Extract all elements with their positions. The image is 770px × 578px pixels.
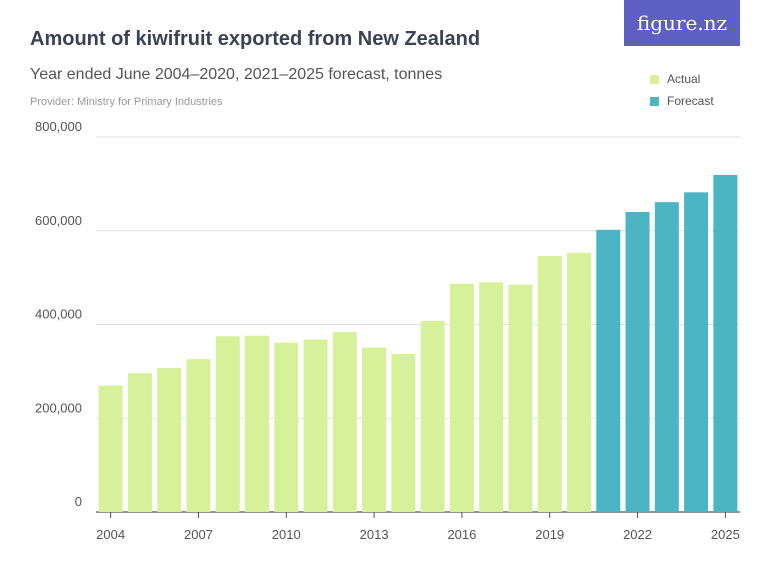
legend-item-actual: Actual xyxy=(650,68,714,90)
bar-2014 xyxy=(391,354,416,512)
bar-2007 xyxy=(186,359,211,512)
bar-2008 xyxy=(215,336,240,512)
bar-2019 xyxy=(537,256,562,512)
bar-2024 xyxy=(684,192,709,512)
y-tick-label: 600,000 xyxy=(35,213,82,228)
data-provider: Provider: Ministry for Primary Industrie… xyxy=(30,96,223,108)
bar-2022 xyxy=(625,212,650,512)
bar-2016 xyxy=(449,283,474,512)
legend-swatch-actual xyxy=(650,74,659,84)
bar-2025 xyxy=(713,174,738,512)
bar-2012 xyxy=(332,332,357,512)
bar-2013 xyxy=(362,347,387,512)
x-tick-label: 2019 xyxy=(535,527,564,542)
x-tick-label: 2022 xyxy=(623,527,652,542)
x-tick-label: 2025 xyxy=(711,527,740,542)
y-tick-label: 800,000 xyxy=(35,119,82,134)
bar-2023 xyxy=(654,202,679,512)
x-tick-label: 2010 xyxy=(272,527,301,542)
bar-2004 xyxy=(98,385,123,512)
bar-2018 xyxy=(508,284,533,512)
legend: Actual Forecast xyxy=(650,68,714,112)
bar-2011 xyxy=(303,339,328,512)
x-tick-label: 2016 xyxy=(447,527,476,542)
legend-item-forecast: Forecast xyxy=(650,90,714,112)
chart-subtitle: Year ended June 2004–2020, 2021–2025 for… xyxy=(30,66,443,83)
y-tick-label: 0 xyxy=(75,494,82,509)
legend-label-forecast: Forecast xyxy=(667,94,714,108)
x-tick-label: 2007 xyxy=(184,527,213,542)
bar-2015 xyxy=(420,320,445,512)
bar-2017 xyxy=(479,282,504,512)
bar-2021 xyxy=(596,229,621,512)
figure-nz-logo[interactable]: figure.nz xyxy=(624,0,740,46)
legend-swatch-forecast xyxy=(650,96,659,106)
legend-label-actual: Actual xyxy=(667,72,701,86)
x-tick-label: 2004 xyxy=(96,527,125,542)
bar-2010 xyxy=(274,342,299,512)
y-tick-label: 200,000 xyxy=(35,400,82,415)
chart-title: Amount of kiwifruit exported from New Ze… xyxy=(30,28,481,50)
bar-2005 xyxy=(127,373,152,512)
bar-2006 xyxy=(157,368,182,512)
bar-2009 xyxy=(244,335,270,512)
x-tick-label: 2013 xyxy=(360,527,389,542)
bar-2020 xyxy=(566,252,592,512)
y-tick-label: 400,000 xyxy=(35,307,82,322)
